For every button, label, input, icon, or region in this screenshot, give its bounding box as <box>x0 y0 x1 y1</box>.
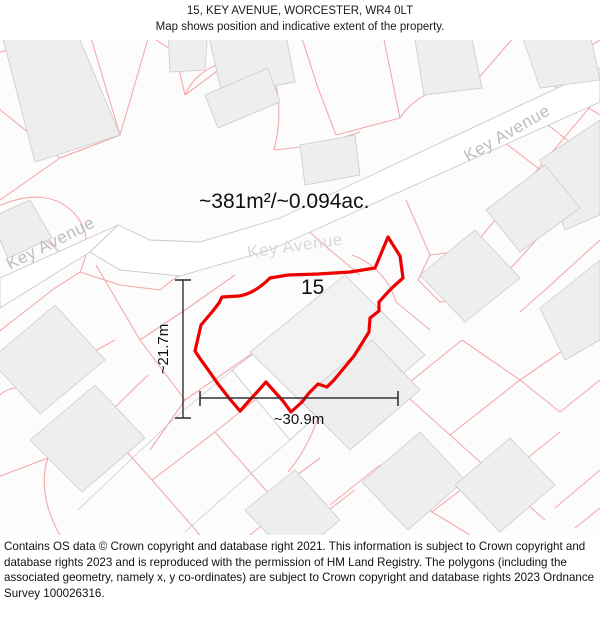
vertical-dimension: ~21.7m <box>155 279 191 419</box>
page-title: 15, KEY AVENUE, WORCESTER, WR4 0LT <box>186 5 414 17</box>
page-subtitle: Map shows position and indicative extent… <box>155 21 445 33</box>
map-canvas[interactable]: .pl { fill:none; stroke:#f4aaaa; stroke-… <box>0 40 600 535</box>
copyright-text: Contains OS data © Crown copyright and d… <box>4 540 595 600</box>
buildings <box>0 40 600 535</box>
horizontal-dimension: ~30.9m <box>199 391 399 428</box>
area-label: ~381m²/~0.094ac. <box>199 190 369 213</box>
map-footer: Contains OS data © Crown copyright and d… <box>0 535 600 625</box>
plot-number-label: 15 <box>301 276 324 299</box>
property-plot-boundary[interactable] <box>193 235 405 414</box>
horizontal-dimension-label: ~30.9m <box>274 411 324 428</box>
map-header: 15, KEY AVENUE, WORCESTER, WR4 0LT Map s… <box>0 0 600 40</box>
vertical-dimension-label: ~21.7m <box>155 324 172 374</box>
